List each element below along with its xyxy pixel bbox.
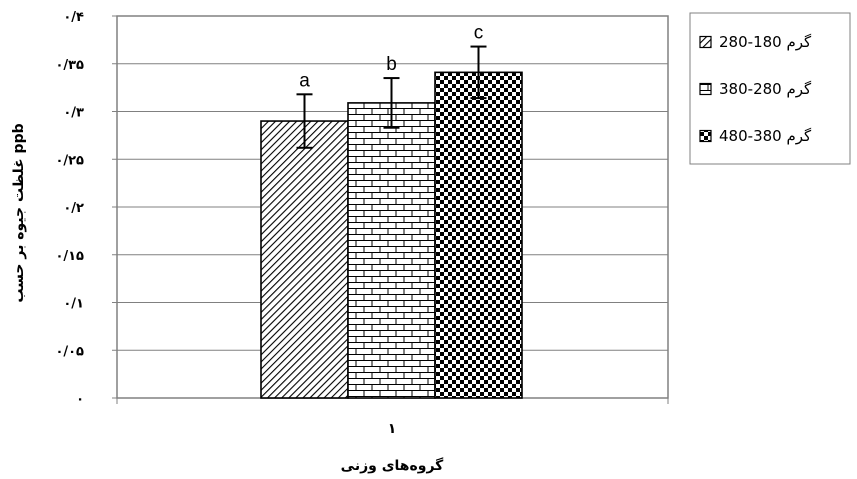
legend-label: گرم 180-280 bbox=[719, 33, 812, 51]
error-bars bbox=[296, 45, 487, 149]
legend: گرم 180-280 گرم 280-380 گرم 380-480 bbox=[689, 12, 851, 165]
legend-swatch bbox=[699, 129, 712, 143]
legend-swatch bbox=[699, 82, 712, 96]
x-axis-title: گروه‌های وزنی bbox=[341, 457, 445, 474]
y-tick-label: ۰ bbox=[76, 392, 84, 407]
bars bbox=[260, 71, 523, 399]
x-category-label: ۱ bbox=[388, 421, 397, 437]
legend-label: گرم 280-380 bbox=[719, 80, 812, 98]
y-tick-label: ۰/۱ bbox=[63, 297, 84, 312]
legend-box bbox=[689, 12, 851, 165]
legend-swatch bbox=[699, 35, 712, 49]
y-tick-label: ۰/۲ bbox=[63, 201, 84, 216]
bar bbox=[260, 120, 349, 399]
significance-labels: a b c bbox=[299, 23, 483, 92]
y-axis-ticks: ۰ ۰/۰۵ ۰/۱ ۰/۱۵ ۰/۲ ۰/۲۵ ۰/۳ ۰/۳۵ ۰/۴ bbox=[55, 10, 669, 407]
y-tick-label: ۰/۴ bbox=[63, 10, 84, 25]
significance-label: c bbox=[474, 23, 484, 44]
bar bbox=[347, 102, 436, 399]
y-tick-label: ۰/۳۵ bbox=[55, 58, 84, 73]
y-tick-label: ۰/۰۵ bbox=[55, 344, 84, 359]
legend-label: گرم 380-480 bbox=[719, 127, 812, 145]
y-tick-label: ۰/۳ bbox=[63, 106, 84, 121]
bar bbox=[434, 71, 523, 399]
y-axis-title: غلظت جیوه بر حسب ppb bbox=[11, 123, 27, 302]
y-tick-label: ۰/۱۵ bbox=[55, 249, 84, 264]
significance-label: b bbox=[386, 54, 397, 75]
y-tick-label: ۰/۲۵ bbox=[55, 153, 84, 168]
x-axis-categories: ۱ bbox=[388, 421, 397, 437]
significance-label: a bbox=[299, 70, 310, 91]
